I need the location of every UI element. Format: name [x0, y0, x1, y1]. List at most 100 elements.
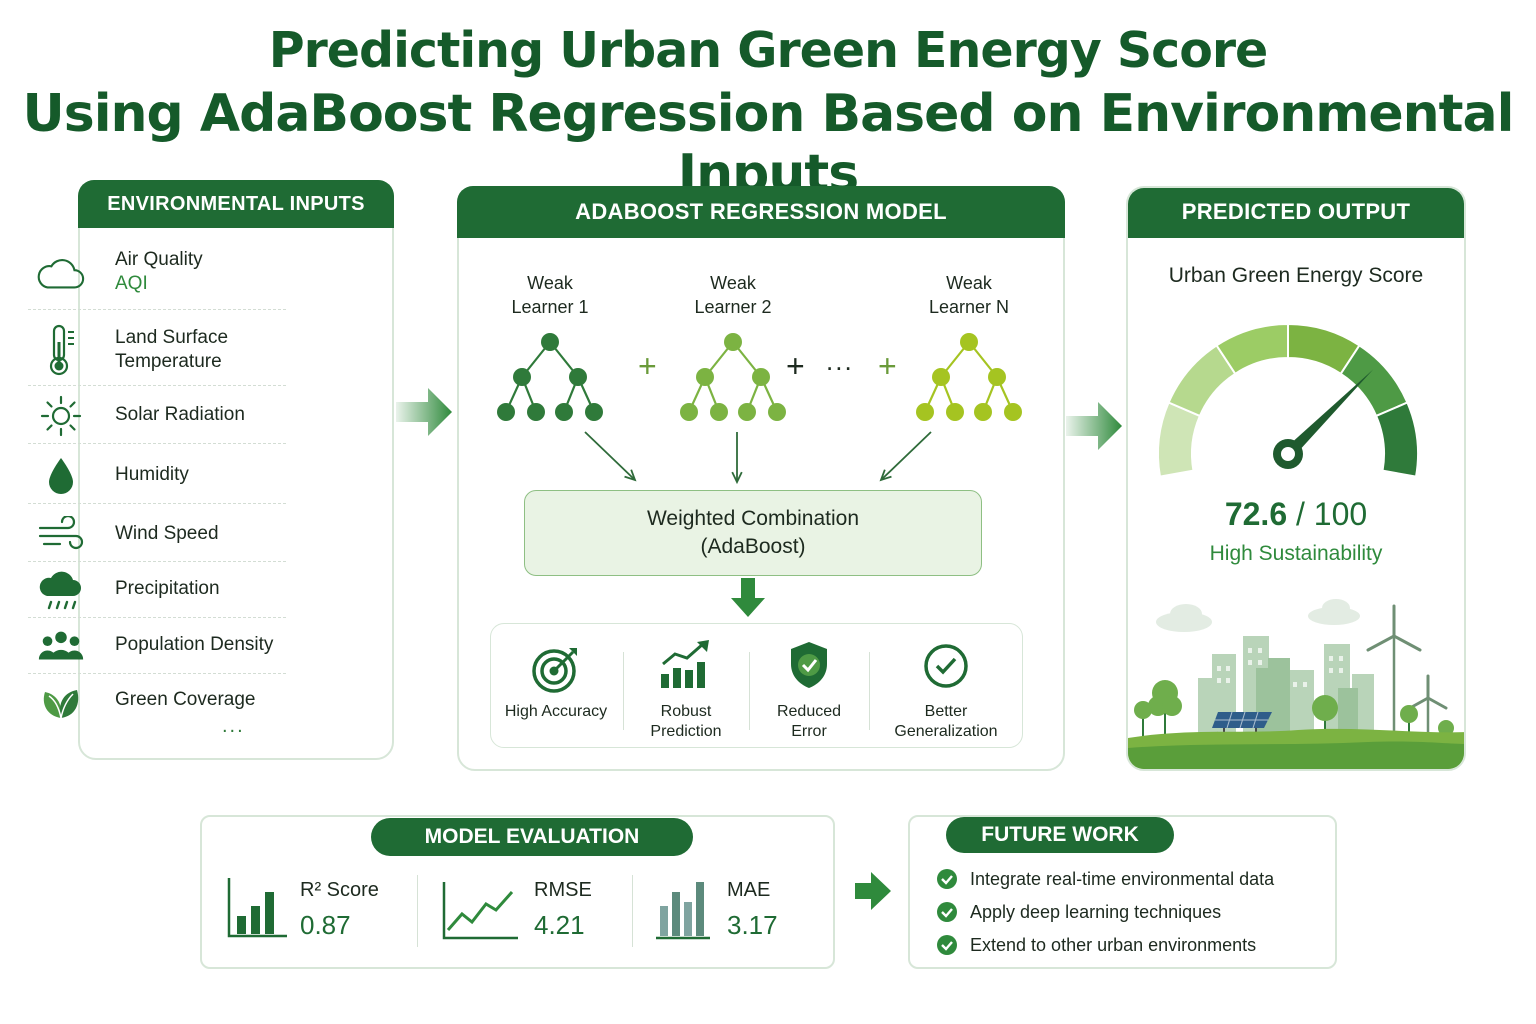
- flow-arrow-to-future-icon: [855, 872, 891, 910]
- weak-learner-1-label: Weak Learner 1: [490, 271, 610, 319]
- benefit-reduced-label: Reduced: [776, 703, 842, 720]
- input-label-solar-radiation: Solar Radiation: [115, 404, 245, 425]
- plus-sign-1: +: [638, 348, 657, 384]
- predicted-output-header: PREDICTED OUTPUT: [1128, 188, 1464, 238]
- weak-learner-n-line1: Weak: [946, 273, 992, 293]
- weak-learner-1-tree: [497, 333, 603, 421]
- weighted-combination-box: Weighted Combination (AdaBoost): [524, 490, 982, 576]
- future-item-3-text: Extend to other urban environments: [970, 934, 1257, 955]
- score-max: / 100: [1296, 496, 1368, 532]
- input-label-population-density: Population Density: [115, 634, 274, 655]
- check-icon: [937, 935, 957, 955]
- weak-learner-2-line2: Learner 2: [694, 297, 772, 317]
- input-item-land-surface-temperature: Land Surface Temperature: [28, 320, 286, 386]
- input-label-temperature: Temperature: [115, 351, 222, 372]
- flow-arrow-to-model-icon: [396, 388, 452, 436]
- weak-learner-2-tree: [680, 333, 786, 421]
- title-line-2: Using AdaBoost Regression Based on Envir…: [22, 84, 1515, 204]
- metric-mae-value: 3.17: [727, 910, 778, 940]
- weak-learner-2-label: Weak Learner 2: [673, 271, 793, 319]
- wind-icon: [36, 516, 86, 552]
- benefit-better-generalization: Better Generalization: [871, 624, 1021, 749]
- input-item-population-density: Population Density: [28, 620, 286, 674]
- weak-learner-n-tree: [916, 333, 1022, 421]
- weighted-combination-title: Weighted Combination: [646, 507, 860, 530]
- input-label-air-quality: Air Quality: [115, 249, 203, 270]
- input-item-air-quality: Air Quality AQI: [28, 246, 286, 310]
- score-value: 72.6: [1224, 496, 1288, 532]
- benefit-better-label: Better: [924, 703, 968, 720]
- shield-check-icon: [791, 642, 827, 688]
- metric-rmse-label: RMSE: [534, 879, 592, 901]
- input-label-humidity: Humidity: [115, 464, 189, 485]
- droplet-icon: [36, 454, 86, 498]
- gauge-needle: [1283, 369, 1374, 459]
- check-icon: [937, 902, 957, 922]
- bar-trend-icon: [661, 640, 709, 688]
- weak-learner-1-line2: Learner 1: [511, 297, 589, 317]
- input-label-precipitation: Precipitation: [115, 578, 220, 599]
- input-item-solar-radiation: Solar Radiation: [28, 392, 286, 444]
- adaboost-model-header: ADABOOST REGRESSION MODEL: [457, 186, 1065, 238]
- weak-learner-1-line1: Weak: [527, 273, 573, 293]
- rain-cloud-icon: [36, 570, 86, 614]
- city-skyline-illustration: [1128, 599, 1464, 769]
- input-more-ellipsis: ...: [222, 715, 245, 737]
- future-item-1: Integrate real-time environmental data: [936, 868, 1274, 890]
- benefit-high-accuracy-label: High Accuracy: [504, 703, 608, 720]
- metric-rmse-value: 4.21: [534, 910, 585, 940]
- benefit-generalization-label: Generalization: [894, 723, 998, 740]
- environmental-inputs-panel: ENVIRONMENTAL INPUTS: [78, 180, 394, 760]
- benefit-error-label: Error: [791, 723, 827, 740]
- leaf-icon: [36, 682, 86, 722]
- people-icon: [36, 628, 86, 664]
- learner-arrows: [584, 431, 932, 485]
- future-item-2: Apply deep learning techniques: [936, 901, 1221, 923]
- line-chart-icon: [442, 882, 518, 940]
- benefit-robust-label: Robust: [660, 703, 712, 720]
- plus-sign-3: +: [878, 348, 897, 384]
- input-label-green-coverage: Green Coverage: [115, 689, 256, 710]
- flow-arrow-to-output-icon: [1066, 402, 1122, 450]
- weak-learner-n-label: Weak Learner N: [909, 271, 1029, 319]
- title-line-1: Predicting Urban Green Energy Score: [268, 22, 1269, 79]
- sun-icon: [36, 394, 86, 438]
- model-benefits-box: High Accuracy Robust Prediction Reduced …: [490, 623, 1023, 748]
- future-item-1-text: Integrate real-time environmental data: [970, 868, 1275, 889]
- weak-learner-2-line1: Weak: [710, 273, 756, 293]
- ellipsis-more-learners: ...: [826, 346, 854, 376]
- score-value-line: 72.6 / 100: [1126, 496, 1466, 533]
- input-item-humidity: Humidity: [28, 450, 286, 504]
- predicted-output-panel: PREDICTED OUTPUT: [1126, 186, 1466, 771]
- weighted-combination-subtitle: (AdaBoost): [700, 535, 806, 558]
- target-icon: [532, 648, 577, 693]
- down-arrow-icon: [731, 578, 765, 617]
- benefit-robust-prediction: Robust Prediction: [625, 624, 747, 749]
- score-gauge: [1157, 322, 1419, 478]
- score-rating: High Sustainability: [1209, 542, 1383, 565]
- metric-r2-value: 0.87: [300, 910, 351, 940]
- input-sub-aqi: AQI: [115, 273, 148, 294]
- score-title: Urban Green Energy Score: [1168, 264, 1424, 287]
- input-item-wind-speed: Wind Speed: [28, 508, 286, 562]
- weak-learner-trees: [497, 333, 1022, 485]
- input-label-land-surface: Land Surface: [115, 327, 229, 348]
- environmental-inputs-header: ENVIRONMENTAL INPUTS: [78, 180, 394, 228]
- input-item-precipitation: Precipitation: [28, 564, 286, 618]
- check-circle-icon: [924, 644, 968, 688]
- model-evaluation-header: MODEL EVALUATION: [371, 818, 693, 856]
- benefit-high-accuracy: High Accuracy: [491, 624, 621, 749]
- future-item-2-text: Apply deep learning techniques: [970, 901, 1222, 922]
- benefit-reduced-error: Reduced Error: [751, 624, 867, 749]
- bar-chart-icon: [227, 878, 287, 938]
- benefit-prediction-label: Prediction: [650, 723, 722, 740]
- future-work-header: FUTURE WORK: [946, 817, 1174, 853]
- input-label-wind-speed: Wind Speed: [115, 523, 219, 544]
- gauge-segment-6: [1374, 401, 1419, 478]
- metric-mae-label: MAE: [727, 879, 771, 901]
- weak-learner-n-line2: Learner N: [928, 297, 1010, 317]
- future-item-3: Extend to other urban environments: [936, 934, 1256, 956]
- thermometer-icon: [36, 322, 86, 378]
- column-chart-icon: [656, 882, 710, 940]
- check-icon: [937, 869, 957, 889]
